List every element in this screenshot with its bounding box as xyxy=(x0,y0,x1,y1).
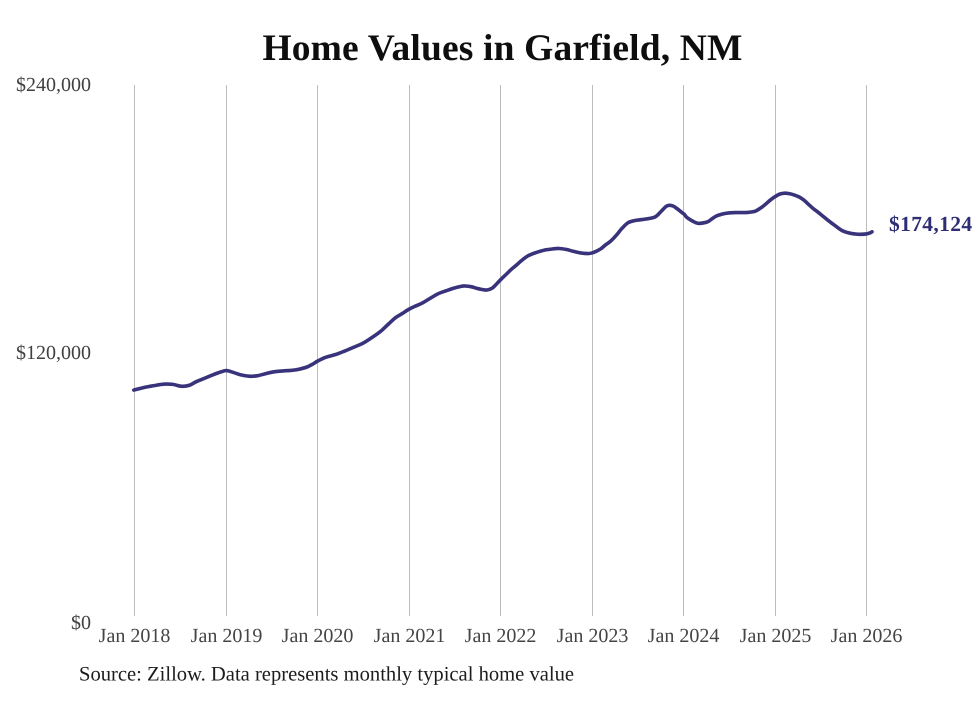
svg-text:Jan 2021: Jan 2021 xyxy=(374,625,446,647)
svg-text:Jan 2019: Jan 2019 xyxy=(191,625,263,647)
svg-text:Jan 2018: Jan 2018 xyxy=(99,625,171,647)
svg-text:$120,000: $120,000 xyxy=(16,342,91,364)
svg-text:Jan 2024: Jan 2024 xyxy=(648,625,720,647)
svg-text:Home Values in Garfield, NM: Home Values in Garfield, NM xyxy=(262,28,742,69)
svg-text:Jan 2025: Jan 2025 xyxy=(740,625,812,647)
svg-text:$240,000: $240,000 xyxy=(16,74,91,96)
svg-text:$174,124: $174,124 xyxy=(889,212,972,236)
svg-text:Jan 2023: Jan 2023 xyxy=(557,625,629,647)
svg-text:Jan 2020: Jan 2020 xyxy=(282,625,354,647)
svg-text:Source: Zillow. Data represent: Source: Zillow. Data represents monthly … xyxy=(79,664,574,686)
svg-text:Jan 2022: Jan 2022 xyxy=(465,625,537,647)
svg-text:Jan 2026: Jan 2026 xyxy=(831,625,903,647)
svg-text:$0: $0 xyxy=(71,612,91,634)
